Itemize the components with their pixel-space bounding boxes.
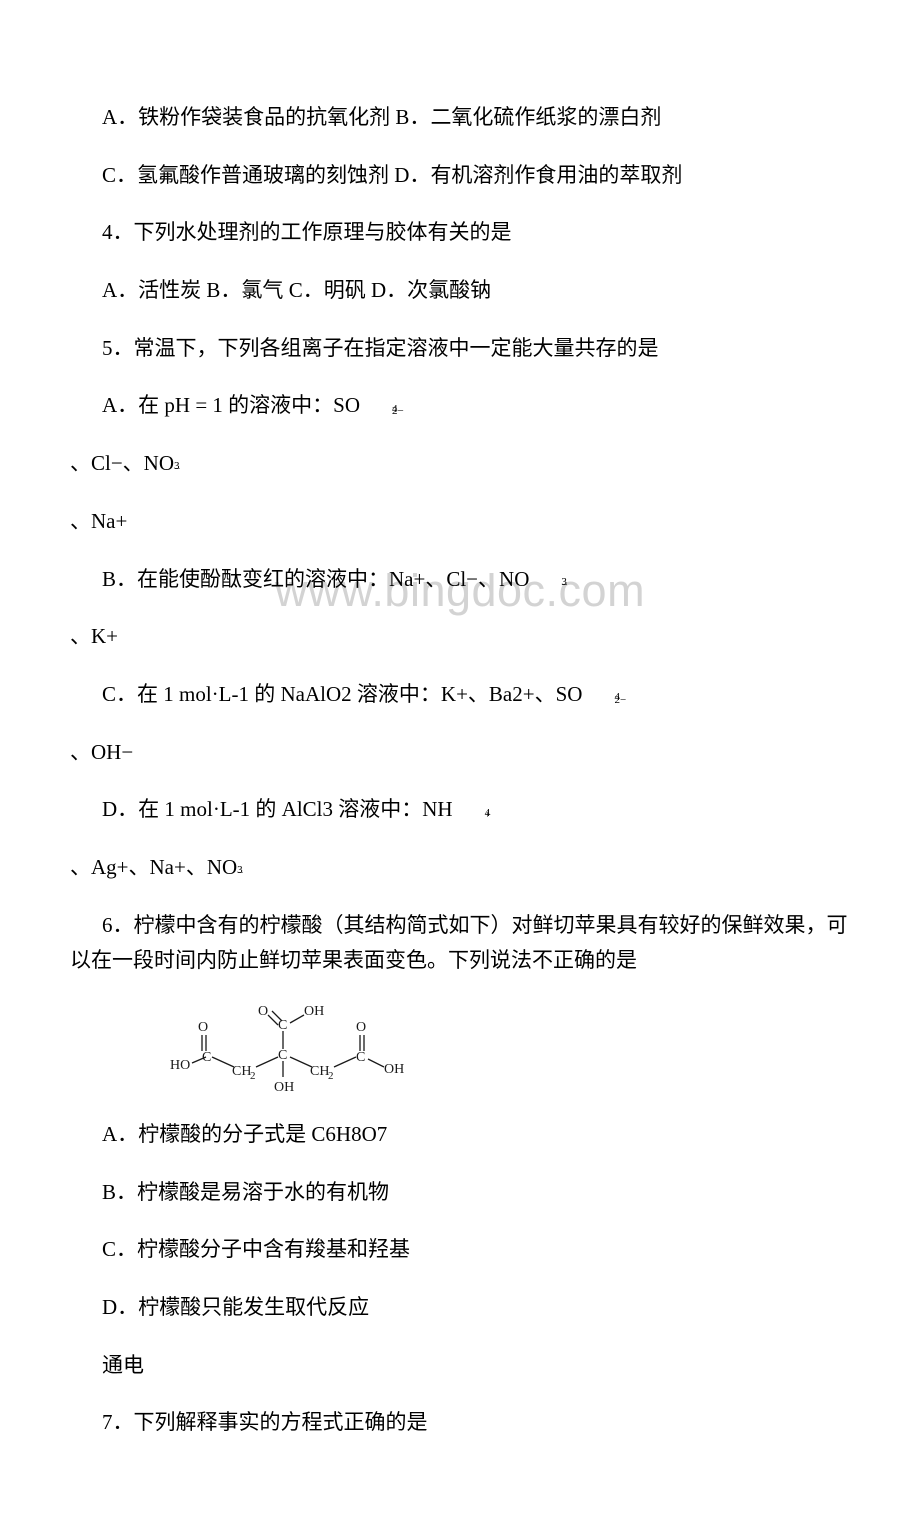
- q5-d-line2: 、Ag+、Na+、NO−3: [70, 850, 850, 886]
- q4-num: 4．: [102, 220, 134, 244]
- q5-c-line1: C．在 1 mol·L-1 的 NaAlO2 溶液中：K+、Ba2+、SO2−4: [70, 677, 850, 713]
- svg-text:C: C: [202, 1050, 211, 1065]
- q5-c-text: 在 1 mol·L-1 的 NaAlO2 溶液中：K+、Ba2+、SO: [137, 682, 582, 706]
- q3-c-text: 氢氟酸作普通玻璃的刻蚀剂: [137, 163, 389, 187]
- q7-num: 7．: [102, 1410, 134, 1434]
- q6-text: 柠檬中含有的柠檬酸（其结构简式如下）对鲜切苹果具有较好的保鲜效果，可以在一段时间…: [70, 913, 848, 973]
- q5-b-text: 在能使酚酞变红的溶液中：Na+、Cl−、NO: [137, 567, 529, 591]
- svg-text:C: C: [278, 1048, 287, 1063]
- q5-a-prefix: A．: [102, 393, 138, 417]
- q6-d: D．柠檬酸只能发生取代反应: [70, 1290, 850, 1326]
- q6-num: 6．: [102, 913, 134, 937]
- q3-c-prefix: C．: [102, 163, 137, 187]
- svg-text:C: C: [278, 1018, 287, 1033]
- q5-stem: 5．常温下，下列各组离子在指定溶液中一定能大量共存的是: [70, 331, 850, 367]
- q5-c-l2: 、OH−: [70, 740, 133, 764]
- svg-text:OH: OH: [384, 1062, 404, 1077]
- q6-b-text: B．柠檬酸是易溶于水的有机物: [102, 1180, 389, 1204]
- q5-a-text: 在 pH = 1 的溶液中：SO: [138, 393, 360, 417]
- q5-d-prefix: D．: [102, 797, 138, 821]
- q7-text: 下列解释事实的方程式正确的是: [134, 1410, 428, 1434]
- svg-text:2: 2: [328, 1070, 334, 1082]
- q3-d-prefix: D．: [389, 163, 430, 187]
- q4-d: D．次氯酸钠: [366, 278, 491, 302]
- q3-a-prefix: A．: [102, 105, 138, 129]
- q5-b-line2: 、K+: [70, 619, 850, 655]
- svg-text:OH: OH: [274, 1080, 294, 1095]
- svg-text:O: O: [258, 1004, 268, 1019]
- q5-num: 5．: [102, 336, 134, 360]
- q5-b-line1: B．在能使酚酞变红的溶液中：Na+、Cl−、NO−3: [70, 562, 850, 598]
- q5-b-prefix: B．: [102, 567, 137, 591]
- svg-text:CH: CH: [310, 1064, 329, 1079]
- tongdian-text: 通电: [102, 1353, 144, 1377]
- q4-a: A．活性炭: [102, 278, 201, 302]
- q5-a-l2: 、Cl−、NO: [70, 451, 174, 475]
- q3-a-text: 铁粉作袋装食品的抗氧化剂: [138, 105, 390, 129]
- page-content: A．铁粉作袋装食品的抗氧化剂 B．二氧化硫作纸浆的漂白剂 C．氢氟酸作普通玻璃的…: [70, 100, 850, 1441]
- q5-d-line1: D．在 1 mol·L-1 的 AlCl3 溶液中：NH+4: [70, 792, 850, 828]
- svg-text:2: 2: [250, 1070, 256, 1082]
- q4-c: C．明矾: [283, 278, 365, 302]
- q6-c-text: C．柠檬酸分子中含有羧基和羟基: [102, 1237, 410, 1261]
- q5-c-prefix: C．: [102, 682, 137, 706]
- q5-a-l3: 、Na+: [70, 509, 127, 533]
- svg-text:C: C: [356, 1050, 365, 1065]
- q6-c: C．柠檬酸分子中含有羧基和羟基: [70, 1232, 850, 1268]
- q3-line-cd: C．氢氟酸作普通玻璃的刻蚀剂 D．有机溶剂作食用油的萃取剂: [70, 158, 850, 194]
- q6-b: B．柠檬酸是易溶于水的有机物: [70, 1175, 850, 1211]
- q6-d-text: D．柠檬酸只能发生取代反应: [102, 1295, 369, 1319]
- q7-stem: 7．下列解释事实的方程式正确的是: [70, 1405, 850, 1441]
- q5-d-l2: 、Ag+、Na+、NO: [70, 855, 237, 879]
- svg-text:O: O: [356, 1020, 366, 1035]
- q5-a-line3: 、Na+: [70, 504, 850, 540]
- q4-choices: A．活性炭 B．氯气 C．明矾 D．次氯酸钠: [70, 273, 850, 309]
- citric-acid-structure: O HO C CH 2 C C O OH OH CH 2 C O OH: [170, 1001, 850, 1099]
- q3-line-ab: A．铁粉作袋装食品的抗氧化剂 B．二氧化硫作纸浆的漂白剂: [70, 100, 850, 136]
- q4-stem: 4．下列水处理剂的工作原理与胶体有关的是: [70, 215, 850, 251]
- tongdian: 通电: [70, 1348, 850, 1384]
- q6-stem: 6．柠檬中含有的柠檬酸（其结构简式如下）对鲜切苹果具有较好的保鲜效果，可以在一段…: [70, 908, 850, 979]
- svg-text:O: O: [198, 1020, 208, 1035]
- svg-text:OH: OH: [304, 1004, 324, 1019]
- q5-text: 常温下，下列各组离子在指定溶液中一定能大量共存的是: [134, 336, 659, 360]
- svg-text:CH: CH: [232, 1064, 251, 1079]
- q5-a-line2: 、Cl−、NO−3: [70, 446, 850, 482]
- q4-b: B．氯气: [201, 278, 283, 302]
- q4-text: 下列水处理剂的工作原理与胶体有关的是: [134, 220, 512, 244]
- q3-b-prefix: B．: [390, 105, 430, 129]
- q5-d-text: 在 1 mol·L-1 的 AlCl3 溶液中：NH: [138, 797, 452, 821]
- svg-text:HO: HO: [170, 1058, 190, 1073]
- q5-c-line2: 、OH−: [70, 735, 850, 771]
- q5-a-line1: A．在 pH = 1 的溶液中：SO2−4: [70, 388, 850, 424]
- q6-a: A．柠檬酸的分子式是 C6H8O7: [70, 1117, 850, 1153]
- q5-b-l2: 、K+: [70, 624, 118, 648]
- q3-d-text: 有机溶剂作食用油的萃取剂: [430, 163, 682, 187]
- q6-a-text: A．柠檬酸的分子式是 C6H8O7: [102, 1122, 387, 1146]
- q3-b-text: 二氧化硫作纸浆的漂白剂: [430, 105, 661, 129]
